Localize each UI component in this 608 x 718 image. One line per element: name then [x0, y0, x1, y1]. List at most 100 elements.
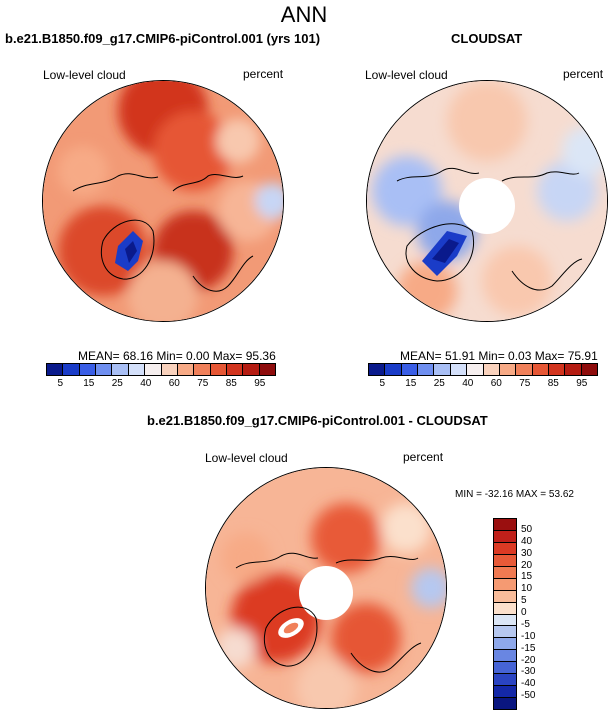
- colorbar-swatch: [516, 364, 533, 375]
- colorbar-tick-label: 85: [547, 378, 559, 389]
- colorbar-tick-label: -50: [521, 690, 536, 702]
- colorbar-swatch: [494, 638, 516, 651]
- colorbar-swatch: [418, 364, 435, 375]
- colorbar-swatch: [401, 364, 419, 375]
- colorbar-tick-label: 60: [168, 378, 180, 389]
- colorbar-tick-label: -10: [521, 630, 536, 642]
- colorbar-swatch: [494, 650, 516, 663]
- colorbar-tick-label: 25: [433, 378, 445, 389]
- polar-map-obs: [366, 80, 608, 322]
- panel-title-obs: CLOUDSAT: [451, 31, 523, 46]
- panel-title-model: b.e21.B1850.f09_g17.CMIP6-piControl.001 …: [5, 31, 321, 46]
- colorbar-swatch: [532, 364, 549, 375]
- colorbar-tick-label: 40: [521, 535, 533, 547]
- colorbar-tick-label: 5: [57, 378, 64, 389]
- colorbar-swatch: [112, 364, 129, 375]
- colorbar-swatch: [565, 364, 582, 375]
- colorbar-swatch: [161, 364, 178, 375]
- colorbar-tick-label: 50: [521, 523, 533, 535]
- colorbar-swatch: [494, 566, 516, 579]
- colorbar-tick-label: 75: [197, 378, 209, 389]
- panel-title-diff: b.e21.B1850.f09_g17.CMIP6-piControl.001 …: [147, 413, 488, 428]
- colorbar-swatch: [434, 364, 451, 375]
- colorbar-swatch: [494, 530, 516, 543]
- panel-variable-label: Low-level cloud: [43, 68, 126, 82]
- figure-title: ANN: [280, 2, 328, 27]
- panel-units-label: percent: [243, 67, 284, 81]
- colorbar-swatch: [79, 364, 97, 375]
- colorbar-diff: [493, 518, 517, 710]
- colorbar-tick-label: 15: [521, 571, 533, 583]
- colorbar-swatch: [450, 364, 468, 375]
- colorbar-swatch: [63, 364, 80, 375]
- colorbar-tick-label: 5: [379, 378, 386, 389]
- colorbar-swatch: [467, 364, 484, 375]
- colorbar-abs-obs: [368, 363, 598, 376]
- polar-map-diff: [205, 467, 447, 709]
- colorbar-tick-label: -15: [521, 642, 536, 654]
- colorbar-tick-label: 75: [519, 378, 531, 389]
- colorbar-tick-label: 30: [521, 547, 533, 559]
- panel-variable-label: Low-level cloud: [365, 68, 448, 82]
- colorbar-swatch: [494, 686, 516, 699]
- colorbar-swatch: [494, 662, 516, 675]
- polar-map-obs-field: [367, 81, 607, 321]
- colorbar-swatch: [494, 578, 516, 591]
- colorbar-tick-label: 15: [405, 378, 417, 389]
- panel-stats: MIN = -32.16 MAX = 53.62: [455, 489, 574, 500]
- colorbar-swatch: [499, 364, 517, 375]
- colorbar-tick-label: 95: [254, 378, 266, 389]
- colorbar-swatch: [96, 364, 113, 375]
- polar-map-model-field: [43, 81, 283, 321]
- colorbar-tick-label: 0: [521, 607, 527, 618]
- colorbar-swatch: [128, 364, 146, 375]
- colorbar-swatch: [494, 602, 516, 615]
- colorbar-swatch: [385, 364, 402, 375]
- colorbar-tick-label: 95: [576, 378, 588, 389]
- colorbar-swatch: [494, 614, 516, 627]
- colorbar-tick-label: 10: [521, 583, 533, 595]
- colorbar-tick-label: 5: [521, 595, 527, 607]
- colorbar-tick-label: -5: [521, 618, 530, 630]
- colorbar-swatch: [226, 364, 244, 375]
- polar-map-model: [42, 80, 284, 322]
- colorbar-tick-label: 60: [490, 378, 502, 389]
- colorbar-swatch: [494, 590, 516, 603]
- colorbar-swatch: [494, 698, 516, 709]
- colorbar-swatch: [194, 364, 211, 375]
- colorbar-swatch: [259, 364, 276, 375]
- colorbar-swatch: [494, 674, 516, 687]
- panel-units-label: percent: [403, 450, 444, 464]
- colorbar-swatch: [483, 364, 500, 375]
- colorbar-swatch: [47, 364, 64, 375]
- colorbar-tick-label: -20: [521, 654, 536, 666]
- colorbar-swatch: [494, 554, 516, 567]
- colorbar-swatch: [210, 364, 227, 375]
- colorbar-tick-label: 15: [83, 378, 95, 389]
- colorbar-abs-model: [46, 363, 276, 376]
- colorbar-tick-label: -30: [521, 666, 536, 678]
- colorbar-swatch: [494, 542, 516, 555]
- colorbar-tick-label: 85: [225, 378, 237, 389]
- colorbar-swatch: [177, 364, 195, 375]
- colorbar-swatch: [369, 364, 386, 375]
- colorbar-swatch: [581, 364, 598, 375]
- panel-stats: MEAN= 68.16 Min= 0.00 Max= 95.36: [78, 349, 276, 363]
- colorbar-abs-model-labels: 5 15 25 40 60 75 85 95: [46, 378, 274, 390]
- colorbar-diff-labels: 50 40 30 20 15 10 5 0 -5 -10 -15 -20 -30 -40 -50: [519, 518, 559, 708]
- colorbar-tick-label: -40: [521, 678, 536, 690]
- colorbar-tick-label: 25: [111, 378, 123, 389]
- colorbar-abs-obs-labels: 5 15 25 40 60 75 85 95: [368, 378, 596, 390]
- panel-stats: MEAN= 51.91 Min= 0.03 Max= 75.91: [400, 349, 598, 363]
- panel-variable-label: Low-level cloud: [205, 451, 288, 465]
- colorbar-swatch: [548, 364, 566, 375]
- colorbar-swatch: [494, 519, 516, 531]
- panel-units-label: percent: [563, 67, 604, 81]
- colorbar-swatch: [243, 364, 260, 375]
- colorbar-tick-label: 20: [521, 559, 533, 571]
- colorbar-tick-label: 40: [140, 378, 152, 389]
- colorbar-swatch: [494, 626, 516, 639]
- polar-map-diff-field: [206, 468, 446, 708]
- colorbar-tick-label: 40: [462, 378, 474, 389]
- colorbar-swatch: [145, 364, 162, 375]
